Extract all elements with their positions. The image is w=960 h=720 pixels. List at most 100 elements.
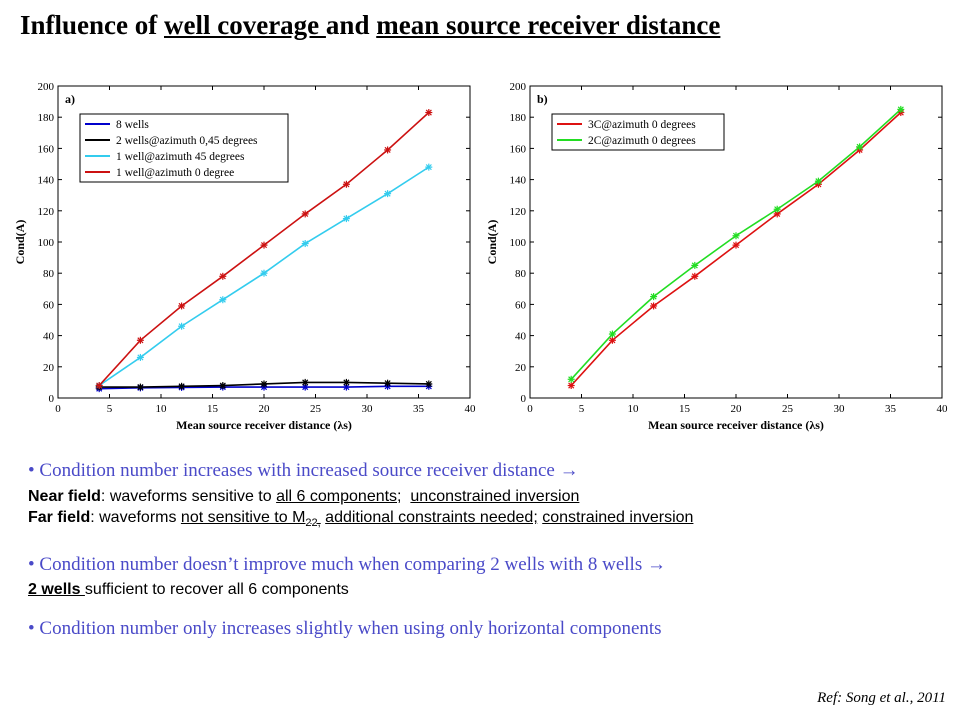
y-axis-label: Cond(A) bbox=[13, 220, 27, 265]
y-tick-label: 160 bbox=[510, 143, 527, 155]
y-tick-label: 180 bbox=[510, 112, 527, 124]
y-tick-label: 180 bbox=[38, 112, 55, 124]
y-tick-label: 20 bbox=[43, 362, 55, 374]
y-tick-label: 0 bbox=[49, 393, 55, 405]
data-point bbox=[260, 241, 268, 249]
x-tick-label: 40 bbox=[937, 403, 949, 415]
x-tick-label: 30 bbox=[834, 403, 846, 415]
data-point bbox=[773, 205, 781, 213]
data-point bbox=[342, 378, 350, 386]
x-axis-label: Mean source receiver distance (λs) bbox=[176, 418, 352, 432]
data-point bbox=[425, 109, 433, 117]
data-point bbox=[136, 336, 144, 344]
x-tick-label: 20 bbox=[259, 403, 271, 415]
chart-a: 0 5 10 15 20 25 30 35 40 0 20 40 60 80 100 120 140 160 180… bbox=[13, 81, 477, 432]
data-point bbox=[178, 322, 186, 330]
x-tick-label: 40 bbox=[465, 403, 477, 415]
bullet-list: • Condition number increases with increa… bbox=[28, 460, 938, 640]
data-point bbox=[342, 180, 350, 188]
y-tick-label: 80 bbox=[515, 268, 527, 280]
data-point bbox=[342, 383, 350, 391]
legend-entry: 3C@azimuth 0 degrees bbox=[588, 119, 696, 131]
data-point bbox=[897, 105, 905, 113]
y-tick-label: 100 bbox=[38, 237, 55, 249]
legend bbox=[79, 113, 289, 183]
wells-line: 2 wells sufficient to recover all 6 comp… bbox=[28, 581, 349, 599]
y-tick-label: 160 bbox=[38, 143, 55, 155]
x-axis-label: Mean source receiver distance (λs) bbox=[648, 418, 824, 432]
y-tick-label: 40 bbox=[515, 331, 527, 343]
y-tick-label: 80 bbox=[43, 268, 55, 280]
data-point bbox=[178, 382, 186, 390]
data-point bbox=[814, 177, 822, 185]
data-point bbox=[567, 382, 575, 390]
legend-entry: 1 well@azimuth 0 degree bbox=[116, 167, 234, 179]
far-field-line: Far field: waveforms not sensitive to M2… bbox=[28, 509, 694, 530]
data-point bbox=[260, 380, 268, 388]
data-point bbox=[425, 380, 433, 388]
panel-label: a) bbox=[65, 92, 75, 106]
bullet-wells: • Condition number doesn’t improve much … bbox=[28, 554, 666, 576]
y-tick-label: 20 bbox=[515, 362, 527, 374]
data-point bbox=[384, 379, 392, 387]
data-point bbox=[219, 296, 227, 304]
arrow-icon: → bbox=[646, 554, 666, 576]
x-tick-label: 25 bbox=[310, 403, 322, 415]
x-tick-label: 30 bbox=[362, 403, 374, 415]
x-tick-label: 20 bbox=[731, 403, 743, 415]
data-point bbox=[260, 269, 268, 277]
data-point bbox=[219, 382, 227, 390]
data-point bbox=[178, 302, 186, 310]
y-axis-label: Cond(A) bbox=[485, 220, 499, 265]
panel-label: b) bbox=[537, 92, 548, 106]
data-point bbox=[691, 261, 699, 269]
title-underlined-2: mean source receiver distance bbox=[376, 10, 721, 40]
bullet-distance: • Condition number increases with increa… bbox=[28, 460, 579, 481]
y-tick-label: 120 bbox=[510, 206, 527, 218]
chart-b: 0 5 10 15 20 25 30 35 40 0 20 40 60 80 100 120 140 160 180… bbox=[485, 81, 949, 432]
data-point bbox=[856, 143, 864, 151]
x-tick-label: 10 bbox=[156, 403, 168, 415]
data-point bbox=[732, 232, 740, 240]
data-point bbox=[301, 240, 309, 248]
y-tick-label: 200 bbox=[38, 81, 55, 93]
data-point bbox=[608, 336, 616, 344]
data-point bbox=[425, 163, 433, 171]
y-tick-label: 200 bbox=[510, 81, 527, 93]
x-tick-label: 0 bbox=[527, 403, 533, 415]
data-point bbox=[95, 382, 103, 390]
y-tick-label: 100 bbox=[510, 237, 527, 249]
reference: Ref: Song et al., 2011 bbox=[817, 690, 946, 706]
arrow-icon: → bbox=[559, 460, 579, 481]
x-tick-label: 5 bbox=[579, 403, 585, 415]
y-tick-label: 60 bbox=[43, 299, 55, 311]
y-tick-label: 140 bbox=[38, 175, 55, 187]
legend-entry: 2C@azimuth 0 degrees bbox=[588, 135, 696, 147]
data-point bbox=[384, 190, 392, 198]
data-point bbox=[384, 146, 392, 154]
data-point bbox=[136, 353, 144, 361]
legend-entry: 1 well@azimuth 45 degrees bbox=[116, 151, 245, 163]
data-point bbox=[136, 383, 144, 391]
x-tick-label: 25 bbox=[782, 403, 794, 415]
x-tick-label: 0 bbox=[55, 403, 61, 415]
data-point bbox=[650, 293, 658, 301]
legend-entry: 2 wells@azimuth 0,45 degrees bbox=[116, 135, 258, 147]
x-tick-label: 35 bbox=[885, 403, 897, 415]
data-point bbox=[301, 378, 309, 386]
data-point bbox=[608, 330, 616, 338]
y-tick-label: 60 bbox=[515, 299, 527, 311]
x-tick-label: 10 bbox=[628, 403, 640, 415]
y-tick-label: 40 bbox=[43, 331, 55, 343]
data-point bbox=[732, 241, 740, 249]
x-tick-label: 5 bbox=[107, 403, 113, 415]
data-point bbox=[650, 302, 658, 310]
x-tick-label: 15 bbox=[679, 403, 691, 415]
data-point bbox=[342, 215, 350, 223]
legend bbox=[551, 113, 725, 151]
x-tick-label: 15 bbox=[207, 403, 219, 415]
data-point bbox=[691, 272, 699, 280]
x-tick-label: 35 bbox=[413, 403, 425, 415]
y-tick-label: 120 bbox=[38, 206, 55, 218]
data-point bbox=[219, 272, 227, 280]
